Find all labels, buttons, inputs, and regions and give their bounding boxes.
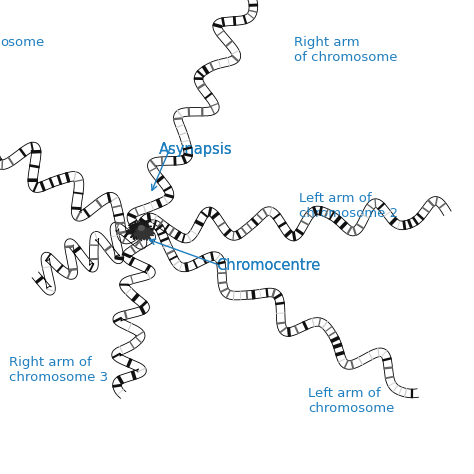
Polygon shape <box>127 0 260 232</box>
Text: Asynapsis: Asynapsis <box>159 142 232 157</box>
Polygon shape <box>139 220 419 398</box>
Text: Left arm of
chromosome: Left arm of chromosome <box>308 386 394 415</box>
Text: osome: osome <box>0 36 44 49</box>
Text: Right arm of
chromosome 3: Right arm of chromosome 3 <box>9 356 109 384</box>
Text: Chromocentre: Chromocentre <box>216 258 320 273</box>
Polygon shape <box>134 227 154 240</box>
Polygon shape <box>0 118 141 244</box>
Polygon shape <box>138 226 144 230</box>
Text: Chromocentre: Chromocentre <box>216 258 320 273</box>
Polygon shape <box>136 197 451 243</box>
Text: Left arm of
chromosome 2: Left arm of chromosome 2 <box>299 192 398 220</box>
Polygon shape <box>32 222 147 295</box>
Text: Asynapsis: Asynapsis <box>159 142 232 157</box>
Text: Right arm
of chromosome: Right arm of chromosome <box>294 36 397 64</box>
Polygon shape <box>112 226 155 398</box>
Polygon shape <box>126 221 154 239</box>
